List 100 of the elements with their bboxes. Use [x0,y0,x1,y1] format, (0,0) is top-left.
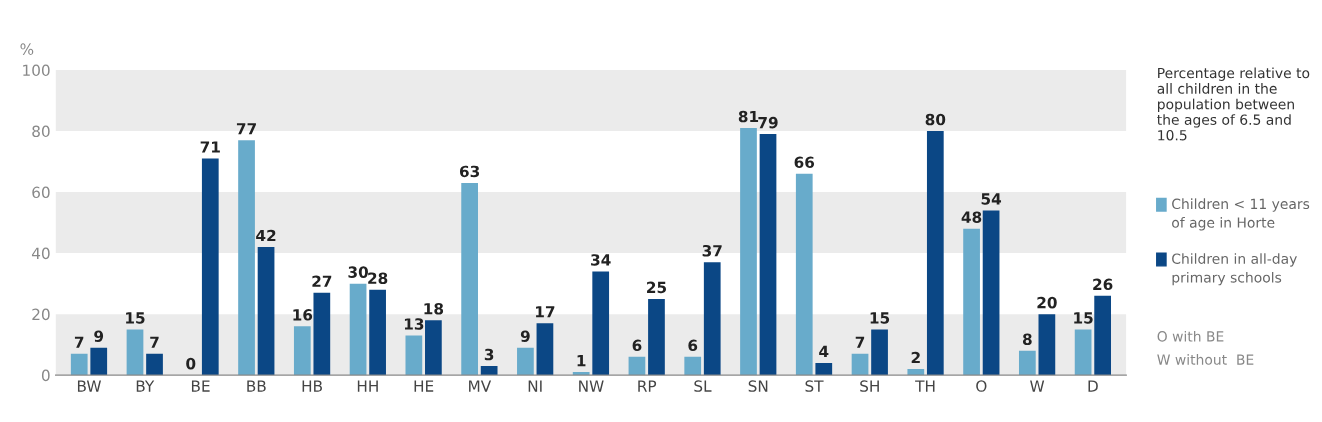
data-label: 7 [74,336,84,348]
x-tick-label: HE [414,380,434,392]
x-tick-label: NW [579,380,604,392]
bar [851,353,869,376]
data-label: 71 [200,141,220,153]
y-tick-label: 80 [32,125,50,138]
data-label: 15 [126,312,145,324]
bar [461,182,478,376]
y-tick-label: 60 [32,186,50,199]
bar [405,335,423,376]
bar [1038,314,1056,376]
data-label: 81 [738,110,759,123]
data-label: 30 [348,266,368,278]
data-label: 37 [702,244,722,257]
y-tick-label: 20 [32,308,50,321]
text: O with BE [1157,330,1224,342]
bar [982,210,1000,376]
data-label: 13 [404,318,424,330]
bar [369,289,386,376]
bar [703,262,721,376]
data-label: 9 [520,330,530,342]
bar [871,329,888,376]
data-label: 80 [925,113,946,126]
data-label: 28 [368,272,388,284]
data-label: 17 [536,306,555,318]
data-label: 18 [424,302,444,315]
x-tick-label: NI [528,380,542,392]
x-tick-label: HH [357,380,378,392]
bar [963,228,980,376]
data-label: 20 [1037,296,1057,309]
bar [926,131,944,376]
data-label: 1 [577,355,586,367]
data-label: 7 [855,336,865,348]
y-axis-title: % [20,43,34,55]
data-label: 66 [794,156,815,169]
bar [684,356,702,376]
bar [592,271,610,376]
data-label: 26 [1093,278,1113,291]
data-label: 8 [1022,333,1032,346]
data-label: 25 [647,281,667,294]
data-label: 6 [632,339,642,352]
x-tick-label: SH [860,380,879,392]
bar [238,140,255,376]
bar [572,372,590,376]
x-tick-label: SL [694,380,712,392]
x-tick-label: O [976,380,987,392]
x-tick-label: BB [247,380,266,392]
x-tick-label: ST [805,380,824,392]
data-label: 6 [688,339,698,352]
x-tick-label: TH [915,380,935,392]
data-label: 34 [591,254,611,266]
bar [313,292,331,376]
data-label: 27 [312,275,332,287]
bar [628,356,646,376]
bar [70,353,88,376]
bar [648,298,665,376]
data-label: 42 [256,229,276,242]
x-tick-label: BY [136,380,155,392]
legend-label: Children < 11 years of age in Horte [1172,198,1310,231]
bar [517,347,534,376]
bar [907,369,925,376]
y-tick-label: 40 [31,247,50,260]
data-label: 16 [293,309,313,321]
x-tick-label: BE [191,380,210,392]
data-label: 2 [911,351,920,364]
bar [1074,329,1092,376]
y-tick-label: 100 [23,64,50,77]
x-tick-label: RP [638,380,657,392]
bar [90,347,108,376]
data-label: 7 [150,336,159,348]
bar [1018,350,1036,376]
bar [1094,295,1112,376]
data-label: 15 [870,312,890,324]
x-tick-label: BW [77,380,101,392]
bar [815,362,833,376]
data-label: 63 [459,165,480,178]
data-label: 15 [1074,312,1093,324]
data-label: 77 [236,123,256,135]
data-label: 0 [186,357,196,370]
bar [349,283,367,376]
bar [536,323,554,376]
data-label: 48 [961,211,982,223]
x-tick-label: MV [469,380,492,392]
bar [759,134,777,376]
data-label: 54 [981,193,1002,205]
bar [740,128,757,376]
data-label: 9 [94,330,104,342]
data-label: 4 [819,345,829,357]
bar [257,247,275,376]
bar [795,173,813,376]
x-tick-label: HB [302,380,322,392]
x-tick-label: D [1088,380,1098,392]
bar [425,320,442,376]
data-label: 79 [758,116,778,129]
bar [126,329,144,376]
legend-title: Percentage relative to all children in the population between the ages of 6.5 and 10.5 [1157,67,1310,141]
bar [146,353,163,376]
x-tick-label: W [1030,380,1045,392]
text: W without BE [1157,354,1254,365]
bar [201,158,219,376]
